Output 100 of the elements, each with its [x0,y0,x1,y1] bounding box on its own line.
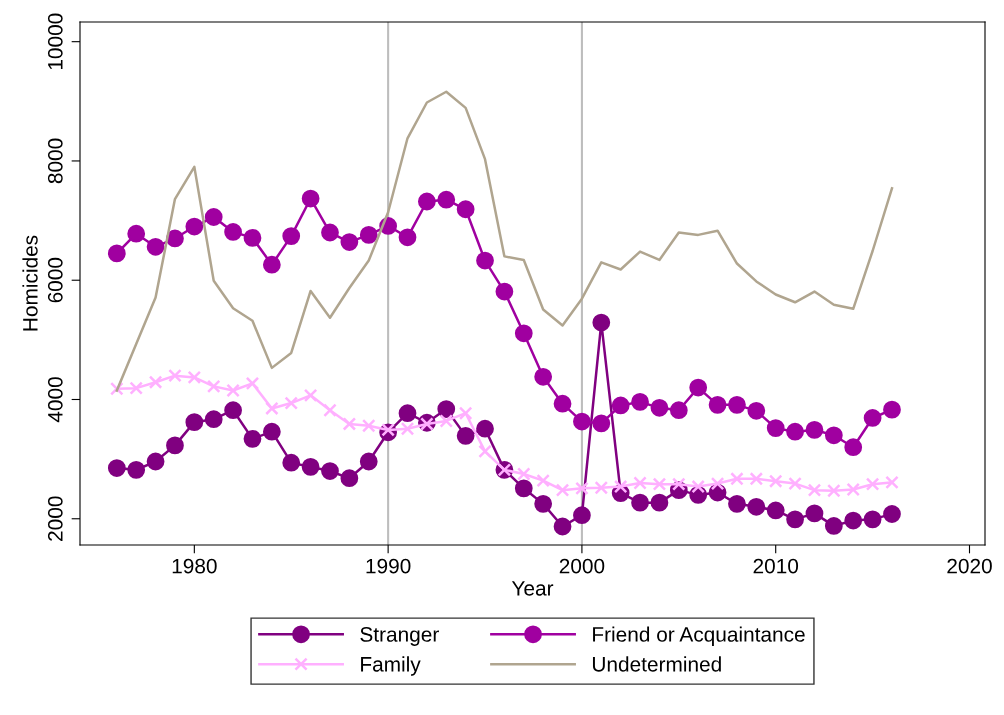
y-tick-label: 6000 [47,257,63,303]
point [766,419,785,437]
point [359,226,378,244]
point [321,223,339,242]
y-tick-label: 10000 [47,13,63,70]
point [166,229,184,248]
point [883,505,901,523]
point [361,418,376,433]
point [146,452,165,471]
point [340,469,359,488]
x-tick-label: 2020 [947,558,992,574]
legend-label: Stranger [360,627,439,646]
point [536,473,550,488]
x-axis-title: Year [511,581,554,596]
point [807,483,822,497]
point [476,251,494,270]
point [456,426,475,445]
point [129,381,143,395]
legend-label: Friend or Acquaintance [593,626,805,646]
point [728,494,746,513]
point [323,403,337,418]
point [166,436,184,455]
point [631,493,649,512]
point [204,208,223,226]
point [747,401,766,420]
x-tick-label: 2010 [753,558,799,574]
point [650,493,669,512]
point [846,482,861,497]
point [495,282,514,301]
point [863,510,882,529]
point [885,475,899,490]
point [284,396,299,410]
point [127,460,146,479]
point [824,426,843,445]
point [611,396,630,415]
point [185,413,204,432]
legend-label: Family [361,656,421,676]
y-tick-label: 4000 [47,377,63,423]
point [321,462,339,480]
point [844,438,863,457]
point [883,400,901,419]
point [478,444,492,459]
point [301,189,320,208]
point [514,324,533,343]
point [747,497,766,516]
point [553,394,572,413]
point [824,517,843,535]
point [592,313,611,332]
point [766,501,785,520]
point [301,457,320,476]
point [185,217,204,236]
point [359,452,378,471]
point [127,224,146,243]
point [224,401,242,420]
point [788,476,802,491]
point [749,472,764,486]
point [573,506,591,525]
point [631,392,649,411]
point [534,367,553,386]
x-tick-label: 1990 [366,558,411,574]
point [689,378,708,397]
point [398,404,417,423]
point [146,237,165,256]
point [650,398,669,417]
point [400,421,415,436]
point [516,467,531,481]
point [303,388,318,403]
x-tick-label: 2000 [559,558,605,574]
point [262,255,281,274]
point [708,395,727,414]
point [728,395,746,414]
legend-label: Undetermined [592,656,721,672]
point [710,476,725,491]
point [514,479,533,498]
point [282,227,301,245]
point [458,406,473,421]
point [456,200,475,219]
point [340,233,359,251]
point [245,376,260,391]
point [398,228,417,247]
point [575,481,589,496]
point [844,511,863,530]
point [786,510,804,529]
point [206,379,221,394]
point [439,414,454,428]
point [669,401,688,420]
point [437,190,456,209]
point [226,383,240,398]
point [863,409,882,427]
y-axis-title: Homicides [22,235,38,331]
point [148,375,163,389]
point [534,494,553,513]
point [592,414,611,433]
point [107,244,126,263]
point [342,417,357,431]
point [652,477,667,491]
y-tick-label: 8000 [47,138,63,184]
point [633,476,647,490]
point [865,477,880,491]
point [691,479,705,494]
